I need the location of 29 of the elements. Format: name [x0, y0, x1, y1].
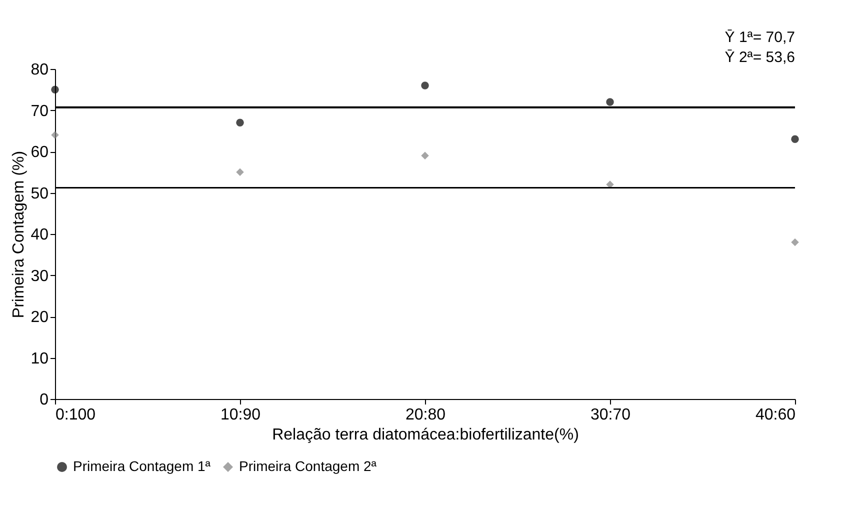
point	[791, 238, 799, 246]
x-tick-label: 0:100	[56, 406, 96, 424]
y-tick-label: 10	[30, 350, 49, 368]
x-tick-label: 10:90	[220, 406, 261, 424]
x-tick-label: 30:70	[590, 406, 631, 424]
point	[51, 86, 59, 94]
point	[51, 131, 59, 139]
text: Ȳ 1ª= 70,7	[724, 29, 795, 46]
y-tick-label: 70	[30, 102, 49, 120]
y-tick-label: 50	[30, 185, 49, 202]
y-tick-label: 60	[30, 144, 49, 161]
legend-label: Primeira Contagem 1ª	[73, 458, 212, 474]
x-tick-label: 40:60	[755, 406, 796, 424]
point	[236, 168, 244, 176]
y-axis-title: Primeira Contagem (%)	[10, 150, 28, 318]
y-tick-label: 30	[30, 268, 49, 285]
point	[421, 152, 429, 160]
y-tick-label: 80	[30, 62, 49, 78]
y-tick-label: 20	[30, 309, 49, 326]
y-tick-label: 0	[40, 392, 49, 408]
point	[791, 135, 799, 143]
point	[236, 118, 244, 126]
point	[421, 82, 429, 90]
point	[606, 98, 614, 106]
legend-label: Primeira Contagem 2ª	[239, 458, 378, 474]
x-tick-label: 20:80	[405, 406, 446, 424]
x-axis-title: Relação terra diatomácea:biofertilizante(%)	[272, 426, 579, 444]
text: Ȳ 2ª= 53,6	[724, 49, 795, 66]
y-tick-label: 40	[30, 226, 49, 244]
